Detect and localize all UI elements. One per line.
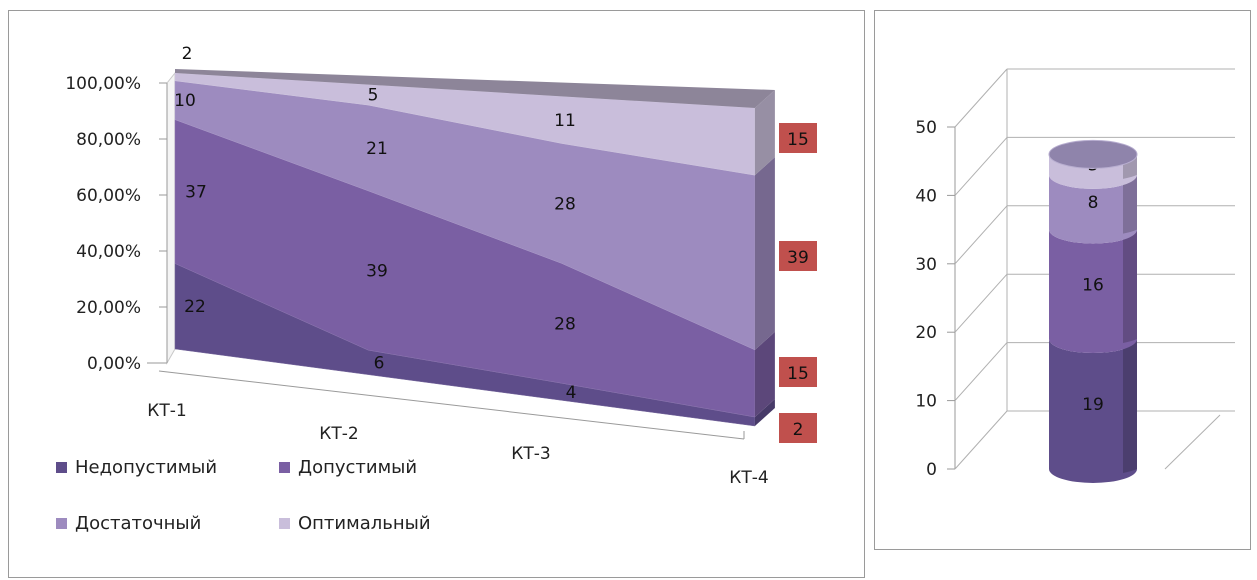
legend-label: Допустимый <box>298 457 417 478</box>
y-tick-label: 80,00% <box>76 130 141 150</box>
data-label: 5 <box>368 86 379 106</box>
x-category-label: КТ-1 <box>147 401 186 421</box>
floor-edge <box>1164 414 1221 470</box>
data-label: 15 <box>787 364 809 384</box>
data-label: 37 <box>185 183 207 203</box>
area-side-2 <box>754 331 775 418</box>
grid-diag <box>954 205 1008 265</box>
legend-label: Оптимальный <box>298 513 431 534</box>
cylinder-shade <box>1123 174 1137 234</box>
data-label: 2 <box>793 420 804 440</box>
grid-diag <box>954 342 1008 401</box>
cylinder-body <box>1049 154 1137 189</box>
stacked-cylinder-chart: 01020304050191683 <box>915 68 1235 483</box>
grid-diag <box>954 410 1008 470</box>
cylinder-top <box>1048 139 1138 169</box>
last-point-label-bg <box>779 357 817 387</box>
last-point-label-bg <box>779 413 817 443</box>
data-label: 4 <box>566 383 577 403</box>
cylinder-shade <box>1123 229 1137 344</box>
legend-label: Недопустимый <box>75 457 217 478</box>
last-point-label-bg <box>779 241 817 271</box>
area-side-3 <box>754 157 775 350</box>
data-label: 28 <box>554 194 576 214</box>
y-tick-label: 50 <box>915 118 937 138</box>
cylinder-body <box>1049 174 1137 244</box>
area-side-4 <box>754 90 775 176</box>
grid-diag <box>954 68 1008 128</box>
data-label: 16 <box>1082 275 1104 295</box>
y-tick-label: 30 <box>915 255 937 275</box>
x-category-label: КТ-2 <box>319 424 358 444</box>
y-tick-label: 20 <box>915 323 937 343</box>
cylinder-segment-3 <box>1049 174 1137 244</box>
legend-swatch <box>279 462 290 473</box>
y-tick-label: 0 <box>926 460 937 480</box>
legend-swatch <box>279 518 290 529</box>
data-label: 22 <box>184 297 206 317</box>
y-tick-label: 10 <box>915 392 937 412</box>
last-point-label-bg <box>779 123 817 153</box>
cylinder-body <box>1049 339 1137 483</box>
y-tick-label: 0,00% <box>87 354 141 374</box>
area-side-1 <box>754 399 775 426</box>
y-tick-label: 40 <box>915 186 937 206</box>
y-tick-label: 40,00% <box>76 242 141 262</box>
x-category-label: КТ-4 <box>729 468 768 488</box>
data-label: 39 <box>366 262 388 282</box>
cylinder-body <box>1049 229 1137 354</box>
legend-swatch <box>56 462 67 473</box>
cylinder-segment-2 <box>1049 229 1137 354</box>
back-wall <box>166 71 176 365</box>
stacked-area-chart: 0,00% 20,00% 40,00% 60,00% 80,00% 100,00% КТ-1… <box>56 44 817 534</box>
cylinder-shade <box>1123 339 1137 473</box>
y-tick-label: 20,00% <box>76 298 141 318</box>
data-label: 19 <box>1082 395 1104 415</box>
area-top-surface <box>175 69 775 108</box>
data-label: 10 <box>174 91 196 111</box>
cylinder-segment-1 <box>1049 339 1137 483</box>
data-label: 15 <box>787 130 809 150</box>
data-label: 11 <box>554 111 576 131</box>
cylinder-chart-panel: 01020304050191683 <box>874 10 1251 550</box>
data-label: 8 <box>1088 193 1099 213</box>
x-category-label: КТ-3 <box>511 444 550 464</box>
data-label: 6 <box>374 353 385 373</box>
data-label: 28 <box>554 314 576 334</box>
data-label: 39 <box>787 248 809 268</box>
legend-swatch <box>56 518 67 529</box>
area-chart-panel: 0,00% 20,00% 40,00% 60,00% 80,00% 100,00% КТ-1… <box>8 10 865 578</box>
data-label: 21 <box>366 139 388 159</box>
y-tick-label: 60,00% <box>76 186 141 206</box>
grid-diag <box>954 273 1008 333</box>
legend-label: Достаточный <box>75 513 201 534</box>
y-tick-label: 100,00% <box>65 74 141 94</box>
grid-diag <box>954 137 1008 196</box>
data-label: 2 <box>182 44 193 64</box>
x-axis-line <box>158 370 745 440</box>
